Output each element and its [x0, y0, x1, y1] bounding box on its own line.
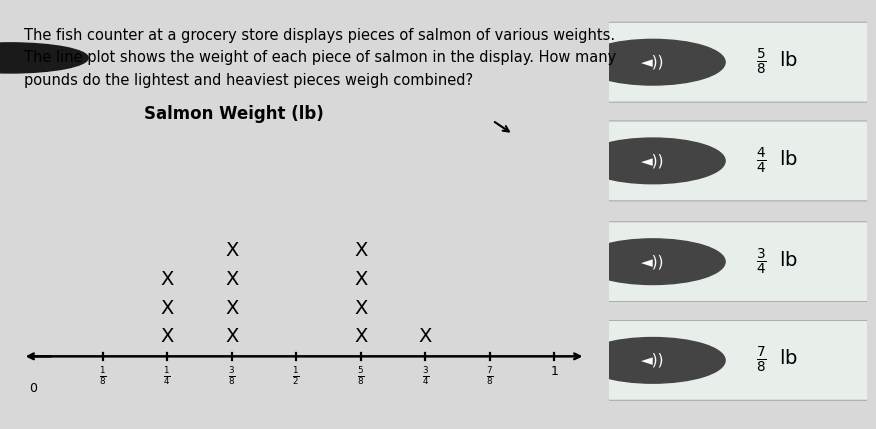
Text: X: X — [160, 327, 174, 346]
Circle shape — [0, 43, 88, 73]
FancyBboxPatch shape — [601, 121, 875, 201]
Text: 0: 0 — [29, 382, 37, 395]
Text: X: X — [354, 327, 368, 346]
Text: X: X — [225, 242, 238, 260]
Text: The fish counter at a grocery store displays pieces of salmon of various weights: The fish counter at a grocery store disp… — [24, 28, 616, 88]
Text: ◄)): ◄)) — [641, 353, 665, 368]
FancyBboxPatch shape — [601, 320, 875, 400]
FancyBboxPatch shape — [601, 22, 875, 102]
Text: X: X — [225, 299, 238, 318]
Text: ◄)): ◄)) — [641, 154, 665, 168]
FancyBboxPatch shape — [601, 222, 875, 302]
Text: $\frac{5}{8}$  lb: $\frac{5}{8}$ lb — [756, 47, 798, 77]
Text: $\frac{5}{8}$: $\frac{5}{8}$ — [357, 365, 364, 387]
Text: $\frac{1}{8}$: $\frac{1}{8}$ — [99, 365, 107, 387]
Circle shape — [581, 338, 725, 383]
Text: 1: 1 — [550, 365, 558, 378]
Text: X: X — [225, 270, 238, 289]
Text: $\frac{4}{4}$  lb: $\frac{4}{4}$ lb — [756, 146, 798, 176]
Circle shape — [581, 39, 725, 85]
Text: X: X — [354, 270, 368, 289]
Text: ◄)): ◄)) — [641, 254, 665, 269]
Text: ◄)): ◄)) — [641, 55, 665, 69]
Text: $\frac{3}{4}$: $\frac{3}{4}$ — [421, 365, 429, 387]
Text: X: X — [225, 327, 238, 346]
Text: $\frac{7}{8}$: $\frac{7}{8}$ — [486, 365, 494, 387]
Text: $\frac{3}{8}$: $\frac{3}{8}$ — [228, 365, 236, 387]
Text: $\frac{7}{8}$  lb: $\frac{7}{8}$ lb — [756, 345, 798, 375]
Text: $\frac{3}{4}$  lb: $\frac{3}{4}$ lb — [756, 247, 798, 277]
Circle shape — [581, 239, 725, 284]
Text: X: X — [160, 270, 174, 289]
Text: X: X — [354, 242, 368, 260]
Text: X: X — [160, 299, 174, 318]
Text: X: X — [354, 299, 368, 318]
Circle shape — [581, 138, 725, 184]
Text: Salmon Weight (lb): Salmon Weight (lb) — [145, 105, 324, 123]
Text: $\frac{1}{2}$: $\frac{1}{2}$ — [293, 365, 300, 387]
Text: $\frac{1}{4}$: $\frac{1}{4}$ — [164, 365, 171, 387]
Text: X: X — [419, 327, 432, 346]
